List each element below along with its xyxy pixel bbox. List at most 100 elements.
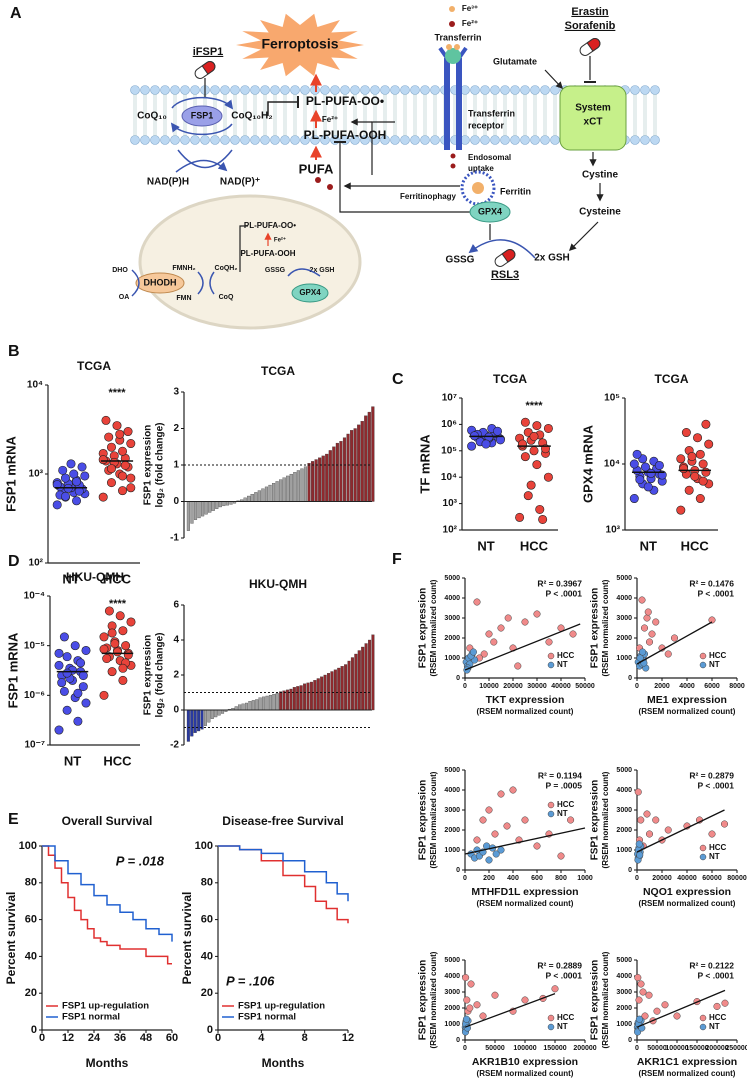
label: CoQ₁₀ — [137, 111, 167, 122]
y-tick-label: 20 — [25, 987, 37, 999]
bar — [265, 695, 269, 711]
x-tick-label: 100000 — [665, 1045, 688, 1052]
bar — [215, 501, 219, 509]
bar — [225, 501, 230, 506]
bar — [268, 484, 272, 502]
data-point — [701, 467, 711, 477]
x-tick-label: 8000 — [729, 683, 745, 690]
label: 2x GSH — [534, 253, 570, 264]
data-point — [569, 630, 577, 638]
data-point — [115, 611, 125, 621]
x-tick-label: 0 — [215, 1032, 221, 1044]
data-point — [653, 1007, 661, 1015]
bar — [316, 678, 320, 711]
iron-dot — [446, 44, 452, 50]
statistic: R² = 0.2889 — [537, 960, 582, 970]
data-point — [110, 639, 120, 649]
x-tick-label: 24 — [88, 1032, 101, 1044]
legend-swatch — [699, 652, 707, 660]
x-tick-label: 60000 — [702, 875, 722, 882]
data-point — [473, 836, 481, 844]
y-axis-label: FSP1 expression — [590, 960, 601, 1041]
bar — [313, 680, 317, 711]
bar — [190, 709, 194, 737]
panel-label: C — [392, 371, 404, 388]
data-point — [115, 429, 125, 439]
data-point — [106, 442, 116, 452]
gpx4 — [291, 283, 329, 303]
y-axis-label: Percent survival — [4, 892, 18, 985]
bar — [296, 470, 300, 502]
y-tick-label: 5000 — [444, 767, 460, 774]
chart-title: TCGA — [655, 372, 689, 386]
data-point — [69, 469, 79, 479]
data-point — [52, 480, 62, 490]
y-tick-label: 0 — [456, 867, 460, 874]
chart-title: Overall Survival — [62, 814, 153, 828]
p-value: P = .106 — [226, 973, 275, 988]
data-point — [635, 996, 643, 1004]
data-point — [113, 647, 123, 657]
data-point — [62, 705, 72, 715]
data-point — [533, 842, 541, 850]
y-tick-label: 0 — [628, 1037, 632, 1044]
data-point — [526, 480, 536, 490]
iron-dot — [450, 153, 456, 159]
bar — [311, 461, 315, 502]
y-tick-label: 4000 — [444, 973, 460, 980]
bar — [272, 694, 276, 711]
bar — [282, 477, 286, 502]
data-point — [687, 451, 697, 461]
y-axis-label: FSP1 mRNA — [3, 435, 18, 511]
bar — [186, 709, 190, 742]
legend-swatch — [547, 1023, 555, 1031]
y-tick-label: 10⁻⁷ — [24, 740, 45, 751]
x-tick-label: 600 — [531, 875, 543, 882]
drug-pill — [501, 249, 516, 263]
data-point — [54, 648, 64, 658]
bar — [289, 473, 293, 502]
legend-label: NT — [557, 660, 568, 669]
connector — [131, 269, 140, 297]
label: CoQ₁₀H₂ — [231, 111, 272, 122]
statistic: R² = 0.2122 — [689, 960, 734, 970]
bar — [254, 492, 258, 502]
y-tick-label: 1000 — [616, 1021, 632, 1028]
y-tick-label: 0 — [456, 675, 460, 682]
x-tick-label: 20000 — [503, 683, 523, 690]
p-value: P = .018 — [116, 853, 165, 868]
y-axis-label: log₂ (fold change) — [155, 423, 166, 508]
x-tick-label: NT — [477, 538, 494, 553]
y-tick-label: 10² — [443, 525, 458, 536]
x-tick-label: 36 — [114, 1032, 126, 1044]
x-axis-label: Months — [86, 1056, 129, 1070]
data-point — [60, 491, 70, 501]
y-tick-label: 2000 — [444, 1005, 460, 1012]
legend-label: HCC — [709, 651, 727, 660]
data-point — [708, 616, 716, 624]
data-point — [646, 468, 656, 478]
bar — [214, 709, 218, 718]
data-point — [545, 638, 553, 646]
y-tick-label: 10⁻⁵ — [24, 640, 45, 651]
y-axis-label: FSP1 expression — [418, 960, 429, 1041]
connector — [175, 159, 228, 173]
bar — [303, 466, 308, 502]
y-tick-label: 40 — [25, 950, 37, 962]
data-point — [514, 662, 522, 670]
y-axis-label: (RSEM normalized count) — [601, 579, 610, 676]
data-point — [664, 826, 672, 834]
y-tick-label: 4000 — [444, 595, 460, 602]
data-point — [62, 668, 72, 678]
y-tick-label: 4000 — [616, 973, 632, 980]
x-tick-label: 80000 — [727, 875, 747, 882]
x-tick-label: 150000 — [543, 1045, 566, 1052]
mitochondrion — [138, 194, 362, 330]
x-tick-label: 1000 — [577, 875, 593, 882]
label: Erastin — [571, 6, 609, 18]
label: NAD(P)H — [147, 177, 189, 188]
bar — [306, 682, 310, 711]
survival-curve — [42, 845, 172, 965]
bar — [190, 501, 194, 524]
